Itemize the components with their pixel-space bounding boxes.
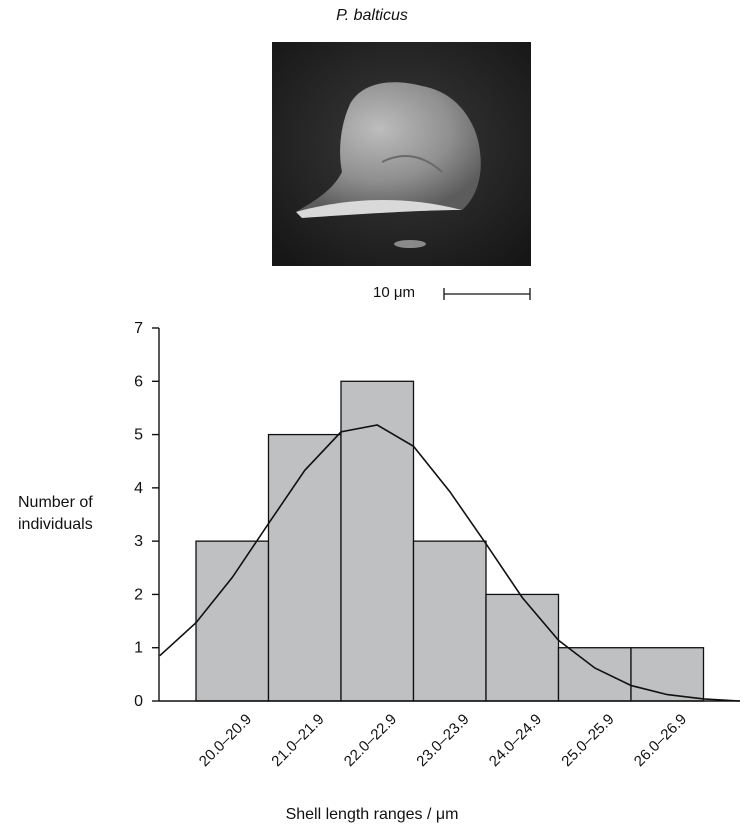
x-tick-label-1: 21.0–21.9 [268,711,327,770]
y-axis-label: Number of individuals [18,492,93,536]
sem-micrograph [272,42,531,266]
x-tick-label-4: 24.0–24.9 [486,711,545,770]
y-axis-label-line-2: individuals [18,516,93,533]
y-tick-label-1: 1 [134,640,143,657]
normal-fit-curve [159,424,740,702]
x-tick-label-3: 23.0–23.9 [413,711,472,770]
bar-5 [557,647,632,702]
y-tick-label-6: 6 [134,373,143,390]
histogram-chart: 0 1 2 3 4 5 6 7 20.0–20.9 21.0–21.9 22.0–22.9 23.0–… [134,320,740,770]
y-tick-label-7: 7 [134,320,143,337]
y-tick-label-0: 0 [134,693,143,710]
scale-bar [443,288,531,300]
x-tick-label-2: 22.0–22.9 [341,711,400,770]
x-axis-label: Shell length ranges / μm [285,806,459,823]
x-tick-label-0: 20.0–20.9 [196,711,255,770]
species-title: P. balticus [336,7,408,24]
y-tick-label-5: 5 [134,427,143,444]
y-tick-label-3: 3 [134,533,143,550]
bar-4 [485,593,560,702]
bar-0 [195,540,270,702]
bars [195,380,705,702]
y-tick-label-2: 2 [134,586,143,603]
x-tick-label-6: 26.0–26.9 [631,711,690,770]
bar-6 [630,647,705,702]
scale-bar-label: 10 μm [373,284,415,301]
y-tick-label-4: 4 [134,480,143,497]
y-axis-label-line-1: Number of [18,494,93,511]
bar-3 [412,540,487,702]
bar-1 [267,433,342,702]
x-tick-label-5: 25.0–25.9 [558,711,617,770]
